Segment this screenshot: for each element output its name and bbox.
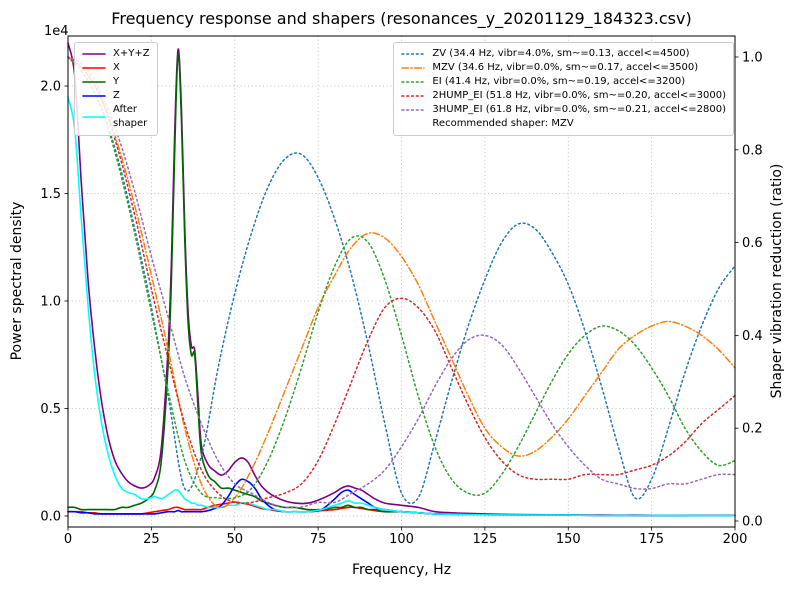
legend-item: X [82,61,150,75]
legend-item-label: After shaper [113,104,148,129]
legend-item-label: ZV (34.4 Hz, vibr=4.0%, sm~=0.13, accel<… [432,48,690,59]
y-right-tick-label: 0.0 [742,515,763,530]
y-left-tick-label: 0.5 [40,402,61,417]
legend-line-swatch [82,112,106,122]
legend-line-swatch [401,105,426,115]
y-left-tick-label: 0.0 [40,510,61,525]
legend-line-swatch [401,91,426,101]
x-tick-label: 175 [639,532,664,547]
shaper-curve-zv [67,56,736,505]
legend-line-swatch [82,49,106,59]
y-right-tick-label: 1.0 [742,51,763,66]
shaper-curve-ei [67,56,736,500]
shaper-curve-mzv [67,56,736,509]
legend-item-label: X [113,62,120,73]
x-tick-label: 125 [472,532,497,547]
y-axis-label-left: Power spectral density [9,201,25,361]
legend-item: MZV (34.6 Hz, vibr=0.0%, sm~=0.17, accel… [401,61,726,75]
curves [67,42,736,517]
legend-item: EI (41.4 Hz, vibr=0.0%, sm~=0.19, accel<… [401,75,726,89]
legend-line-swatch [401,77,426,87]
legend-line-swatch [82,91,106,101]
legend-note-label: Recommended shaper: MZV [432,118,574,129]
recommended-shaper-note: Recommended shaper: MZV [401,117,726,131]
psd-curve-after-shaper [67,96,736,517]
legend-item: 3HUMP_EI (61.8 Hz, vibr=0.0%, sm~=0.21, … [401,103,726,117]
x-tick-label: 200 [723,532,748,547]
x-tick-label: 0 [64,532,72,547]
legend-item-label: MZV (34.6 Hz, vibr=0.0%, sm~=0.17, accel… [432,62,699,73]
x-axis-label: Frequency, Hz [351,562,452,578]
legend-item: X+Y+Z [82,47,150,61]
y-left-tick-label: 2.0 [40,80,61,95]
legend-line-swatch [82,77,106,87]
tick-labels: 0 25 50 75 100 125 150 175 200 0.0 0.5 1.0 1.5 2.0 0.0… [40,51,762,548]
legend-item: Z [82,89,150,103]
legend-item-label: EI (41.4 Hz, vibr=0.0%, sm~=0.19, accel<… [432,76,686,87]
chart-title: Frequency response and shapers (resonanc… [111,9,692,28]
legend-line-swatch [401,49,426,59]
legend-line-swatch [82,63,106,73]
legend-shapers: ZV (34.4 Hz, vibr=4.0%, sm~=0.13, accel<… [393,42,734,136]
y-right-tick-label: 0.4 [742,329,763,344]
legend-item: 2HUMP_EI (51.8 Hz, vibr=0.0%, sm~=0.20, … [401,89,726,103]
x-tick-label: 75 [310,532,327,547]
legend-item: Y [82,75,150,89]
legend-item-label: Z [113,90,120,101]
shaper-curve-2hump-ei [67,56,736,505]
y-axis-offset-label: 1e4 [44,24,69,39]
legend-line-swatch [401,63,426,73]
shaper-curve-3hump-ei [67,56,736,509]
tick-marks [64,56,739,531]
legend-item-label: 3HUMP_EI (61.8 Hz, vibr=0.0%, sm~=0.21, … [432,104,726,115]
legend-psd: X+Y+Z X Y Z After shaper [74,42,158,136]
x-tick-label: 150 [556,532,581,547]
y-right-tick-label: 0.6 [742,236,763,251]
legend-item: ZV (34.4 Hz, vibr=4.0%, sm~=0.13, accel<… [401,47,726,61]
legend-item-label: X+Y+Z [113,48,150,59]
x-tick-label: 50 [226,532,243,547]
y-axis-label-right: Shaper vibration reduction (ratio) [769,163,785,399]
legend-item-label: 2HUMP_EI (51.8 Hz, vibr=0.0%, sm~=0.20, … [432,90,726,101]
x-tick-label: 100 [389,532,414,547]
y-left-tick-label: 1.5 [40,187,61,202]
y-right-tick-label: 0.2 [742,422,763,437]
legend-item: After shaper [82,103,150,131]
y-left-tick-label: 1.0 [40,295,61,310]
legend-item-label: Y [113,76,120,87]
y-right-tick-label: 0.8 [742,143,763,158]
x-tick-label: 25 [143,532,160,547]
legend-swatch-spacer [401,119,425,129]
psd-curve-x-y-z [67,42,736,517]
